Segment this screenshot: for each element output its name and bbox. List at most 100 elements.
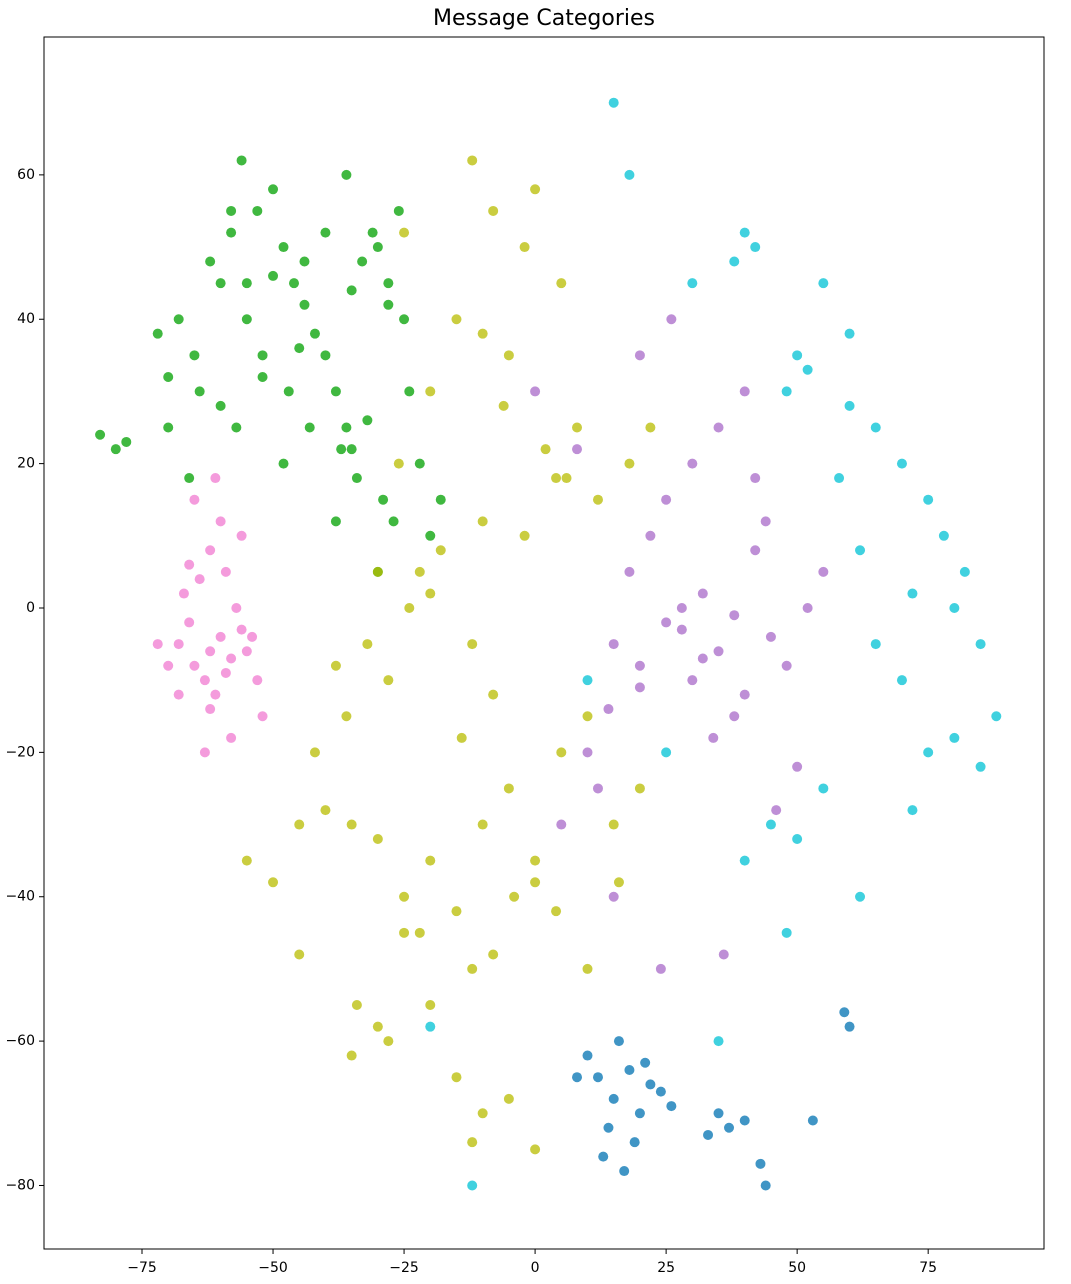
point <box>907 805 918 816</box>
point <box>320 350 331 361</box>
point <box>378 494 389 505</box>
point <box>226 732 237 743</box>
y-tick-label: −20 <box>5 744 35 760</box>
point <box>241 314 252 325</box>
point <box>697 653 708 664</box>
point <box>257 371 268 382</box>
point <box>351 473 362 484</box>
point <box>215 400 226 411</box>
point <box>613 1036 624 1047</box>
point <box>467 155 478 166</box>
point <box>540 444 551 455</box>
point <box>634 682 645 693</box>
point <box>299 256 310 267</box>
point <box>236 155 247 166</box>
point <box>923 494 934 505</box>
point <box>399 891 410 902</box>
point <box>750 473 761 484</box>
point <box>189 350 200 361</box>
point <box>304 422 315 433</box>
point <box>896 458 907 469</box>
point <box>278 458 289 469</box>
point <box>781 660 792 671</box>
point <box>603 704 614 715</box>
point <box>393 458 404 469</box>
point <box>205 256 216 267</box>
point <box>519 530 530 541</box>
point <box>556 747 567 758</box>
point <box>435 545 446 556</box>
point <box>435 494 446 505</box>
point <box>456 732 467 743</box>
point <box>330 386 341 397</box>
point <box>231 422 242 433</box>
point <box>724 1122 735 1133</box>
point <box>110 444 121 455</box>
point <box>247 631 258 642</box>
point <box>372 242 383 253</box>
point <box>624 566 635 577</box>
point <box>210 473 221 484</box>
point <box>351 1000 362 1011</box>
point <box>215 516 226 527</box>
point <box>226 653 237 664</box>
point <box>451 1072 462 1083</box>
point <box>755 1158 766 1169</box>
point <box>404 602 415 613</box>
point <box>341 422 352 433</box>
point <box>661 617 672 628</box>
point <box>451 314 462 325</box>
point <box>530 877 541 888</box>
point <box>713 422 724 433</box>
point <box>388 516 399 527</box>
point <box>152 328 163 339</box>
point <box>477 516 488 527</box>
point <box>923 747 934 758</box>
point <box>503 783 514 794</box>
point <box>241 855 252 866</box>
point <box>802 364 813 375</box>
point <box>624 169 635 180</box>
y-tick-label: 60 <box>17 167 35 183</box>
point <box>189 494 200 505</box>
point <box>676 624 687 635</box>
point <box>488 689 499 700</box>
point <box>729 256 740 267</box>
point <box>844 328 855 339</box>
point <box>414 927 425 938</box>
point <box>163 660 174 671</box>
point <box>152 639 163 650</box>
point <box>336 444 347 455</box>
point <box>556 278 567 289</box>
point <box>530 1144 541 1155</box>
point <box>907 588 918 599</box>
x-tick-label: 0 <box>531 1260 540 1276</box>
y-tick-label: 40 <box>17 311 35 327</box>
point <box>739 1115 750 1126</box>
y-tick-label: 0 <box>26 600 35 616</box>
point <box>404 386 415 397</box>
point <box>236 624 247 635</box>
point <box>519 242 530 253</box>
point <box>991 711 1002 722</box>
point <box>503 350 514 361</box>
point <box>855 545 866 556</box>
point <box>346 819 357 830</box>
point <box>215 631 226 642</box>
point <box>807 1115 818 1126</box>
point <box>697 588 708 599</box>
x-tick-label: 25 <box>657 1260 675 1276</box>
point <box>341 169 352 180</box>
point <box>184 617 195 628</box>
point <box>792 761 803 772</box>
point <box>834 473 845 484</box>
point <box>687 675 698 686</box>
point <box>399 314 410 325</box>
chart-title: Message Categories <box>433 6 655 31</box>
point <box>372 833 383 844</box>
y-tick-label: −80 <box>5 1177 35 1193</box>
point <box>199 675 210 686</box>
point <box>713 646 724 657</box>
